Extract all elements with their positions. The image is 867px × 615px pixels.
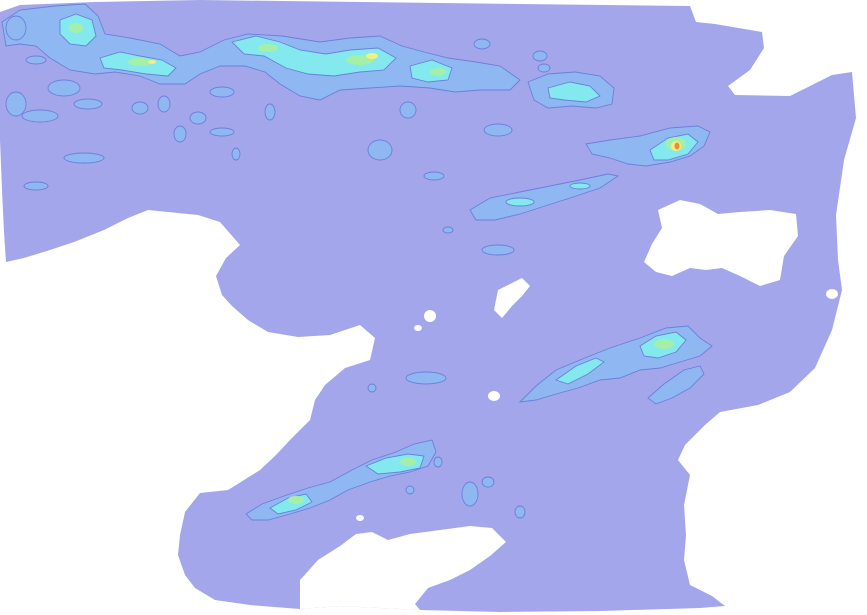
contour-cell-level-1 bbox=[481, 244, 515, 256]
contour-cell-level-1 bbox=[73, 98, 103, 110]
contour-cell-level-1 bbox=[209, 127, 235, 137]
contour-cell-level-1 bbox=[433, 456, 443, 468]
contour-cell-level-1 bbox=[461, 481, 479, 507]
contour-core-southeast2-level-2 bbox=[555, 357, 605, 385]
no-data-cell bbox=[488, 391, 500, 401]
contour-core-level-2 bbox=[505, 197, 535, 207]
contour-cell-level-1 bbox=[483, 123, 513, 137]
contour-cell-level-1 bbox=[5, 91, 27, 117]
contour-cell-level-1 bbox=[367, 139, 393, 161]
contour-cell-level-1 bbox=[23, 181, 49, 191]
no-data-cell bbox=[414, 325, 422, 331]
contour-cell-level-1 bbox=[21, 109, 59, 123]
contour-peak-level-3 bbox=[128, 58, 152, 66]
contour-peak-level-3 bbox=[654, 339, 674, 349]
contour-peak-level-3 bbox=[430, 68, 446, 76]
contour-peak-level-4 bbox=[148, 60, 156, 64]
contour-cell-level-1 bbox=[405, 371, 447, 385]
contour-cell-level-1 bbox=[47, 79, 81, 97]
contour-cell-level-1 bbox=[5, 15, 27, 41]
no-data-region-central bbox=[494, 278, 530, 318]
contour-cell-level-1 bbox=[405, 485, 415, 495]
contour-cell-level-1 bbox=[514, 505, 526, 519]
contour-cell-level-1 bbox=[209, 86, 235, 98]
contour-core-ne-level-2 bbox=[547, 81, 601, 103]
contour-cell-level-1 bbox=[481, 476, 495, 488]
contour-cell-level-1 bbox=[157, 95, 171, 113]
contour-cell-level-1 bbox=[537, 63, 551, 73]
contour-cell-level-1 bbox=[423, 171, 445, 181]
no-data-cell bbox=[424, 310, 436, 322]
contour-peak-level-4 bbox=[366, 53, 378, 59]
contour-cell-level-1 bbox=[399, 101, 417, 119]
no-data-cell bbox=[826, 289, 838, 299]
contour-cell-level-1 bbox=[131, 101, 149, 115]
no-data-region-east bbox=[644, 200, 798, 286]
no-data-cell bbox=[202, 296, 218, 316]
contour-cell-level-1 bbox=[473, 38, 491, 50]
contour-cell-level-1 bbox=[25, 55, 47, 65]
contour-cell-level-1 bbox=[442, 226, 454, 234]
contour-peak-level-3 bbox=[258, 44, 278, 52]
contour-core-level-2 bbox=[569, 182, 591, 190]
contour-peak-level-5 bbox=[674, 142, 680, 150]
contour-band-southeast2-level-1 bbox=[647, 365, 705, 405]
contour-peak-level-3 bbox=[288, 496, 304, 504]
no-data-cell bbox=[178, 290, 194, 310]
contour-cell-level-1 bbox=[367, 383, 377, 393]
contour-cell-level-1 bbox=[63, 152, 105, 164]
contour-peak-level-3 bbox=[69, 23, 83, 33]
no-data-cell bbox=[356, 515, 364, 521]
contour-peak-level-3 bbox=[400, 458, 416, 466]
contour-cell-level-1 bbox=[173, 125, 187, 143]
contour-cell-level-1 bbox=[231, 147, 241, 161]
contour-cell-level-1 bbox=[189, 111, 207, 125]
no-data-region-south bbox=[300, 526, 506, 610]
contour-cell-level-1 bbox=[264, 103, 276, 121]
contour-cell-level-1 bbox=[532, 50, 548, 62]
